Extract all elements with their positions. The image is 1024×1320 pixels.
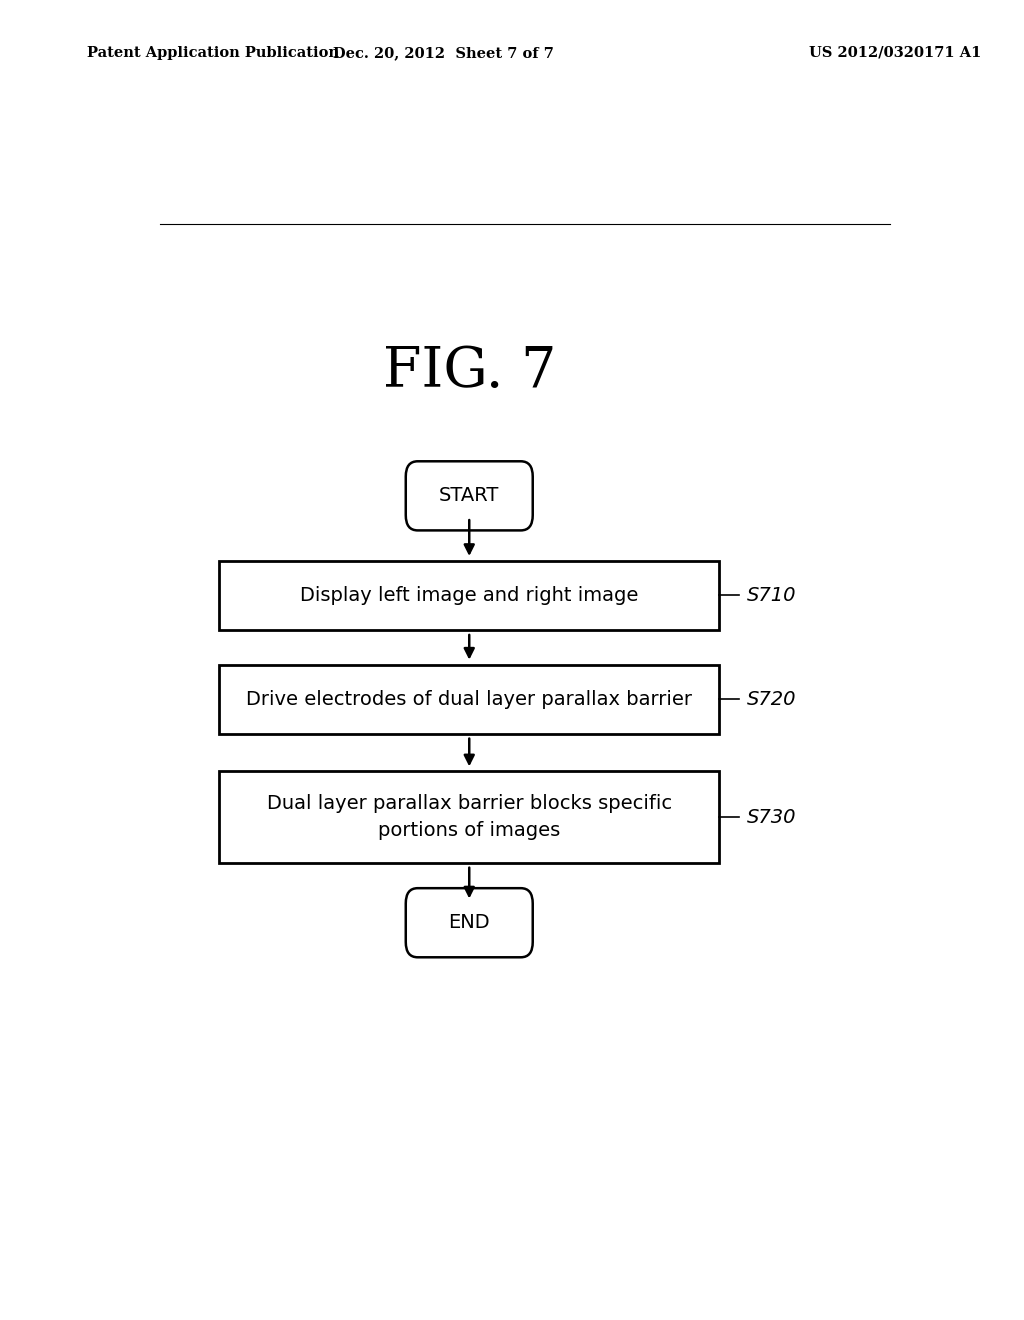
Text: END: END: [449, 913, 490, 932]
Text: START: START: [439, 486, 500, 506]
Bar: [219, 561, 719, 630]
Text: S730: S730: [748, 808, 797, 826]
FancyBboxPatch shape: [406, 461, 532, 531]
Bar: [219, 664, 719, 734]
Text: US 2012/0320171 A1: US 2012/0320171 A1: [809, 46, 981, 59]
Text: Patent Application Publication: Patent Application Publication: [87, 46, 339, 59]
Text: Dec. 20, 2012  Sheet 7 of 7: Dec. 20, 2012 Sheet 7 of 7: [333, 46, 554, 59]
Text: S710: S710: [748, 586, 797, 605]
Text: Display left image and right image: Display left image and right image: [300, 586, 638, 605]
Text: Dual layer parallax barrier blocks specific
portions of images: Dual layer parallax barrier blocks speci…: [266, 795, 672, 840]
Text: FIG. 7: FIG. 7: [383, 345, 556, 399]
Text: Drive electrodes of dual layer parallax barrier: Drive electrodes of dual layer parallax …: [246, 689, 692, 709]
Bar: [219, 771, 719, 863]
Text: S720: S720: [748, 689, 797, 709]
FancyBboxPatch shape: [406, 888, 532, 957]
